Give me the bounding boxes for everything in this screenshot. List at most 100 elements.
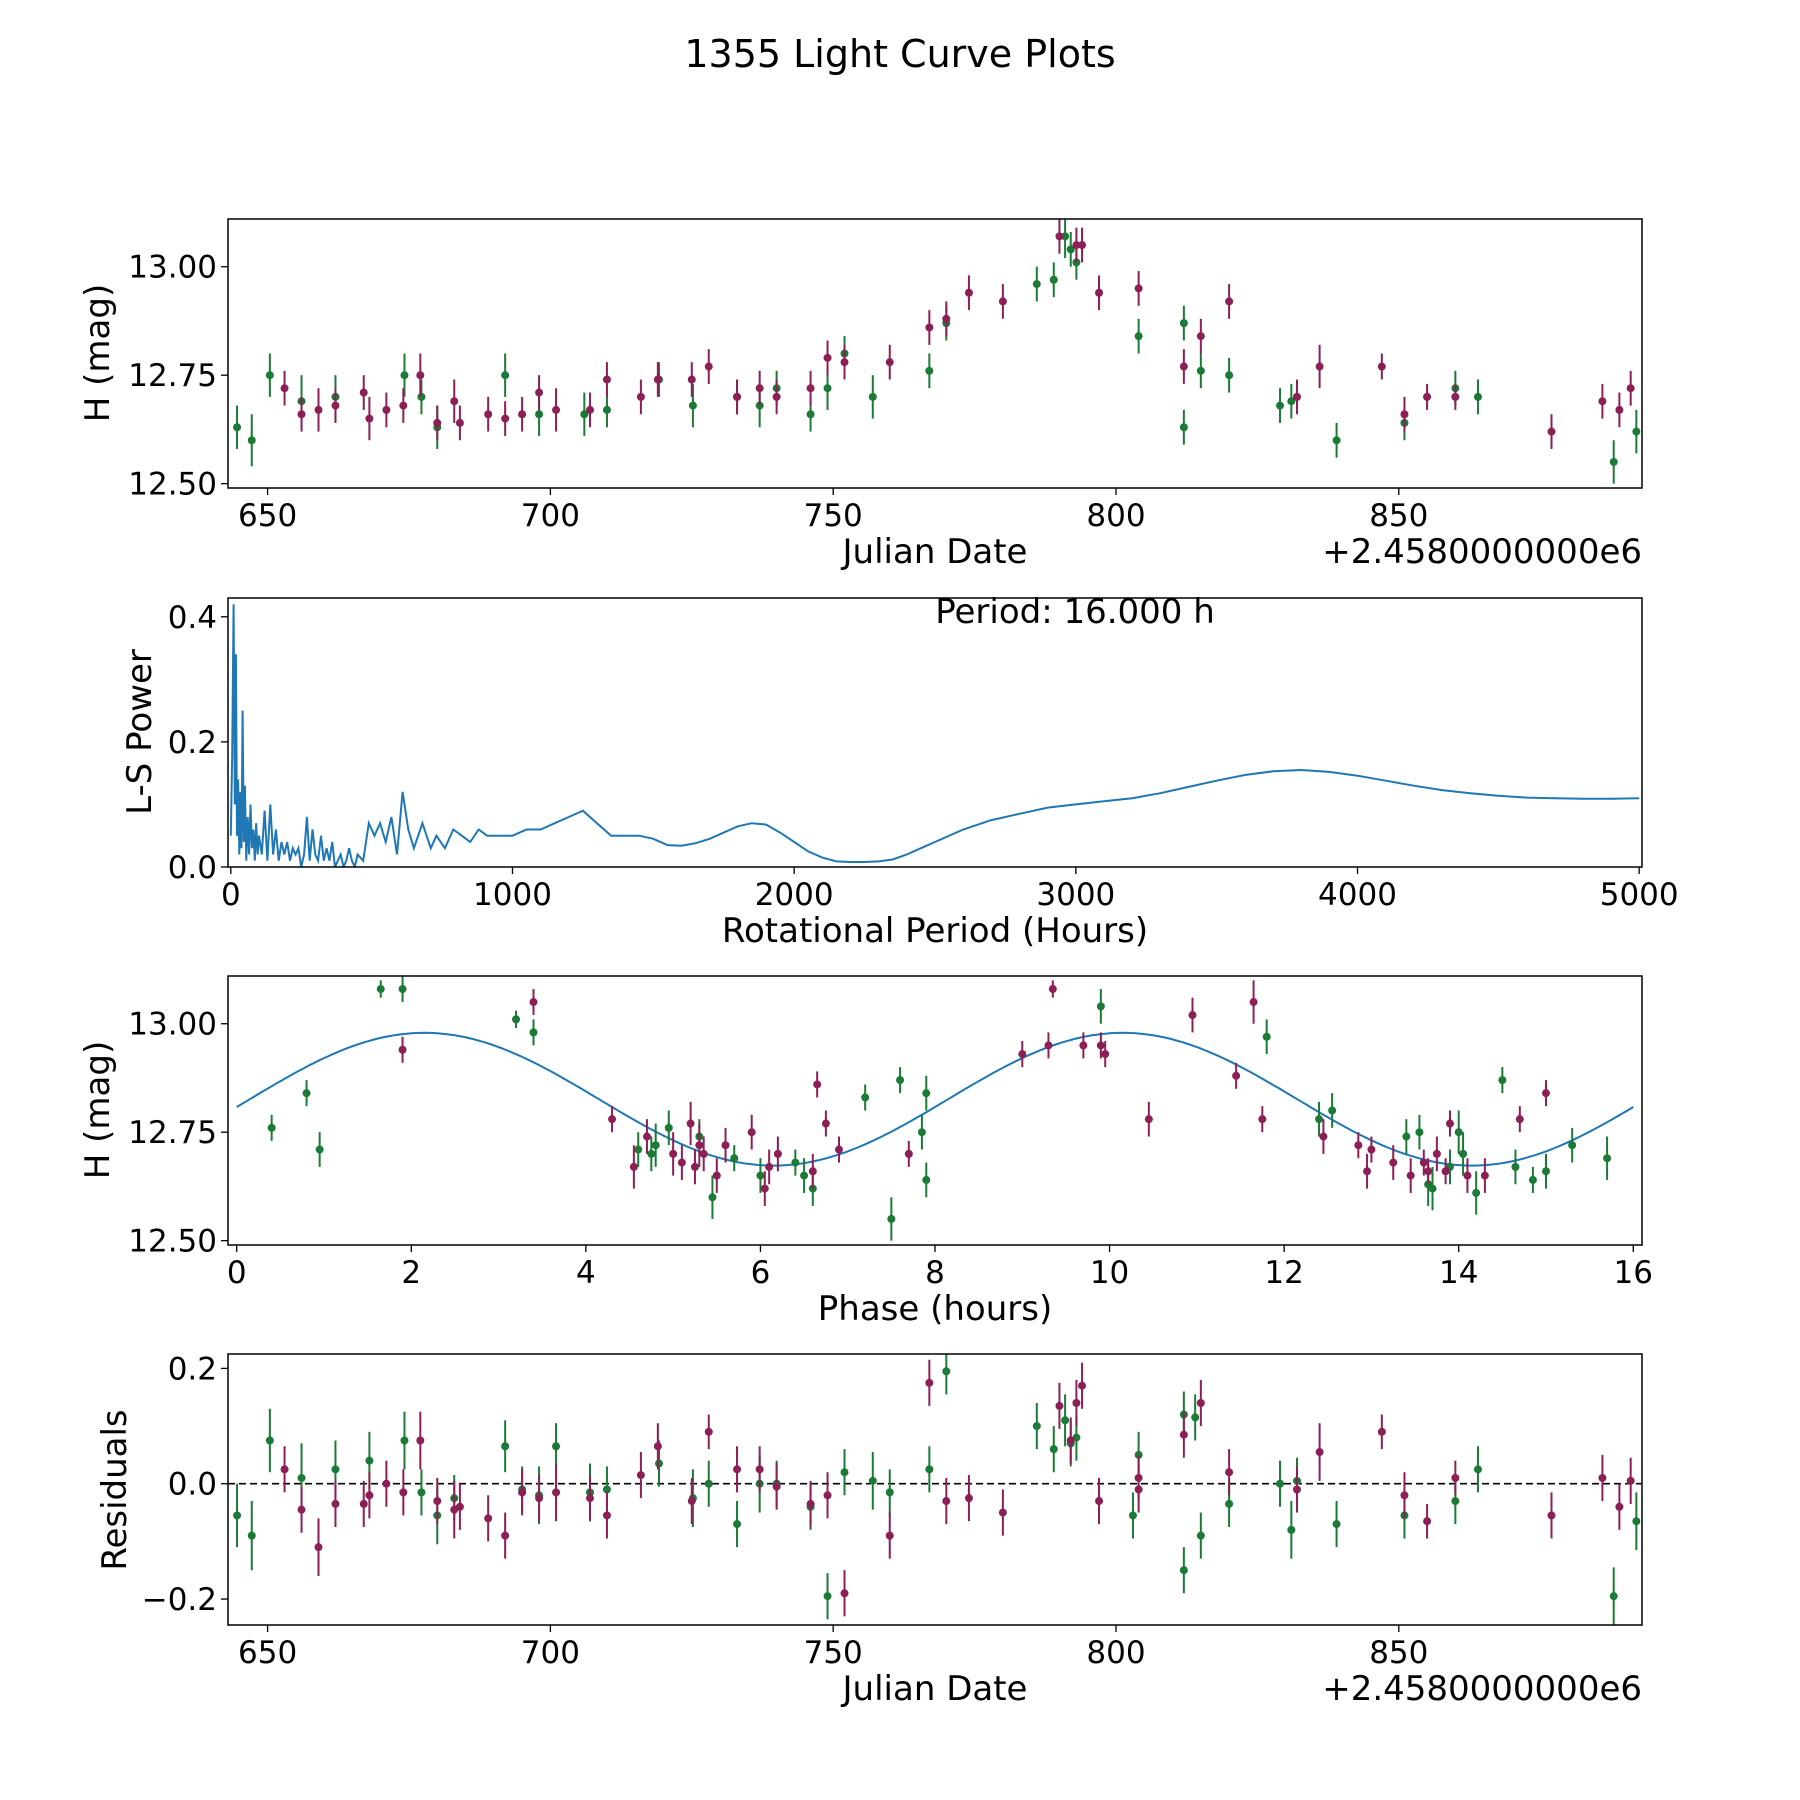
- data-point: [687, 375, 696, 384]
- data-point: [925, 1465, 934, 1474]
- phase-x-tick-label: 8: [925, 1255, 945, 1291]
- periodogram-x-tick-label: 2000: [755, 877, 834, 913]
- periodogram-plot-area: [229, 604, 1640, 867]
- data-point: [1377, 362, 1386, 371]
- data-point: [1225, 297, 1234, 306]
- residuals-panel: 650 700 750 800 850 −0.2 0.0 0.2 Julian Date +…: [95, 1351, 1643, 1709]
- periodogram-x-tick-label: 4000: [1318, 877, 1397, 913]
- data-point: [365, 1491, 374, 1500]
- data-point: [1134, 1485, 1143, 1494]
- data-point: [331, 1499, 340, 1508]
- periodogram-x-ticks: 0 1000 2000 3000 4000 5000: [221, 867, 1679, 913]
- data-point: [1144, 1115, 1153, 1124]
- data-point: [721, 1141, 730, 1150]
- data-point: [1044, 1041, 1053, 1050]
- data-point: [1415, 1128, 1424, 1137]
- data-point: [708, 1193, 717, 1202]
- data-point: [688, 401, 697, 410]
- light-curve-y-tick-label: 12.50: [128, 467, 217, 503]
- data-point: [1258, 1115, 1267, 1124]
- data-point: [791, 1158, 800, 1167]
- data-point: [704, 362, 713, 371]
- data-point: [1332, 1520, 1341, 1529]
- residuals-y-tick-label: 0.0: [168, 1467, 217, 1503]
- periodogram-y-label: L-S Power: [120, 649, 160, 815]
- data-point: [455, 418, 464, 427]
- data-point: [651, 1141, 660, 1150]
- data-point: [861, 1093, 870, 1102]
- data-point: [834, 1145, 843, 1154]
- phase-marks: [236, 976, 1634, 1241]
- data-point: [1287, 397, 1296, 406]
- phase-x-tick-label: 12: [1264, 1255, 1303, 1291]
- data-point: [1626, 1476, 1635, 1485]
- data-point: [247, 436, 256, 445]
- data-point: [647, 1149, 656, 1158]
- data-point: [416, 1436, 425, 1445]
- data-point: [1049, 275, 1058, 284]
- data-point: [636, 1471, 645, 1480]
- data-point: [1423, 392, 1432, 401]
- data-point: [1055, 232, 1064, 241]
- data-point: [1191, 1413, 1200, 1422]
- data-point: [1276, 1479, 1285, 1488]
- data-point: [1315, 1448, 1324, 1457]
- data-point: [1473, 392, 1482, 401]
- data-point: [1066, 245, 1075, 254]
- data-point: [942, 1367, 951, 1376]
- data-point: [695, 1141, 704, 1150]
- data-point: [1459, 1149, 1468, 1158]
- light-curve-x-tick-label: 700: [521, 498, 580, 534]
- data-point: [1096, 1041, 1105, 1050]
- data-point: [925, 1378, 934, 1387]
- data-point: [382, 1479, 391, 1488]
- data-point: [1225, 371, 1234, 380]
- data-point: [964, 288, 973, 297]
- data-point: [1315, 362, 1324, 371]
- light-curve-y-ticks: 12.50 12.75 13.00: [128, 250, 228, 503]
- periodogram-x-tick-label: 5000: [1600, 877, 1679, 913]
- phase-x-tick-label: 14: [1439, 1255, 1478, 1291]
- data-point: [653, 1442, 662, 1451]
- phase-x-tick-label: 0: [227, 1255, 247, 1291]
- data-point: [806, 1499, 815, 1508]
- period-annotation: Period: 16.000 h: [935, 592, 1215, 632]
- data-point: [1328, 1106, 1337, 1115]
- data-point: [1055, 1401, 1064, 1410]
- light-curve-x-label: Julian Date: [841, 532, 1028, 572]
- data-point: [265, 1436, 274, 1445]
- light-curve-x-tick-label: 850: [1369, 498, 1428, 534]
- data-point: [654, 1459, 663, 1468]
- data-point: [896, 1076, 905, 1085]
- data-point: [800, 1171, 809, 1180]
- data-point: [733, 1520, 742, 1529]
- data-point: [840, 358, 849, 367]
- data-point: [1454, 1128, 1463, 1137]
- data-point: [1389, 1158, 1398, 1167]
- residuals-x-tick-label: 750: [804, 1635, 863, 1671]
- data-point: [1424, 1167, 1433, 1176]
- data-point: [1134, 332, 1143, 341]
- data-point: [1649, 419, 1657, 427]
- periodogram-y-tick-label: 0.0: [168, 850, 217, 886]
- data-point: [1072, 1399, 1081, 1408]
- data-point: [669, 1149, 678, 1158]
- residuals-y-tick-label: 0.2: [168, 1351, 217, 1387]
- light-curve-y-label: H (mag): [78, 284, 118, 422]
- data-point: [664, 1123, 673, 1132]
- data-point: [634, 1145, 643, 1154]
- data-point: [365, 414, 374, 423]
- data-point: [1066, 1436, 1075, 1445]
- data-point: [922, 1089, 931, 1098]
- data-point: [512, 1015, 521, 1024]
- data-point: [233, 423, 242, 432]
- phase-y-tick-label: 12.75: [128, 1115, 217, 1151]
- data-point: [765, 1162, 774, 1171]
- data-point: [887, 1214, 896, 1223]
- data-point: [529, 1028, 538, 1037]
- data-point: [823, 384, 832, 393]
- data-point: [1451, 392, 1460, 401]
- data-point: [1319, 1132, 1328, 1141]
- data-point: [964, 1494, 973, 1503]
- data-point: [1196, 332, 1205, 341]
